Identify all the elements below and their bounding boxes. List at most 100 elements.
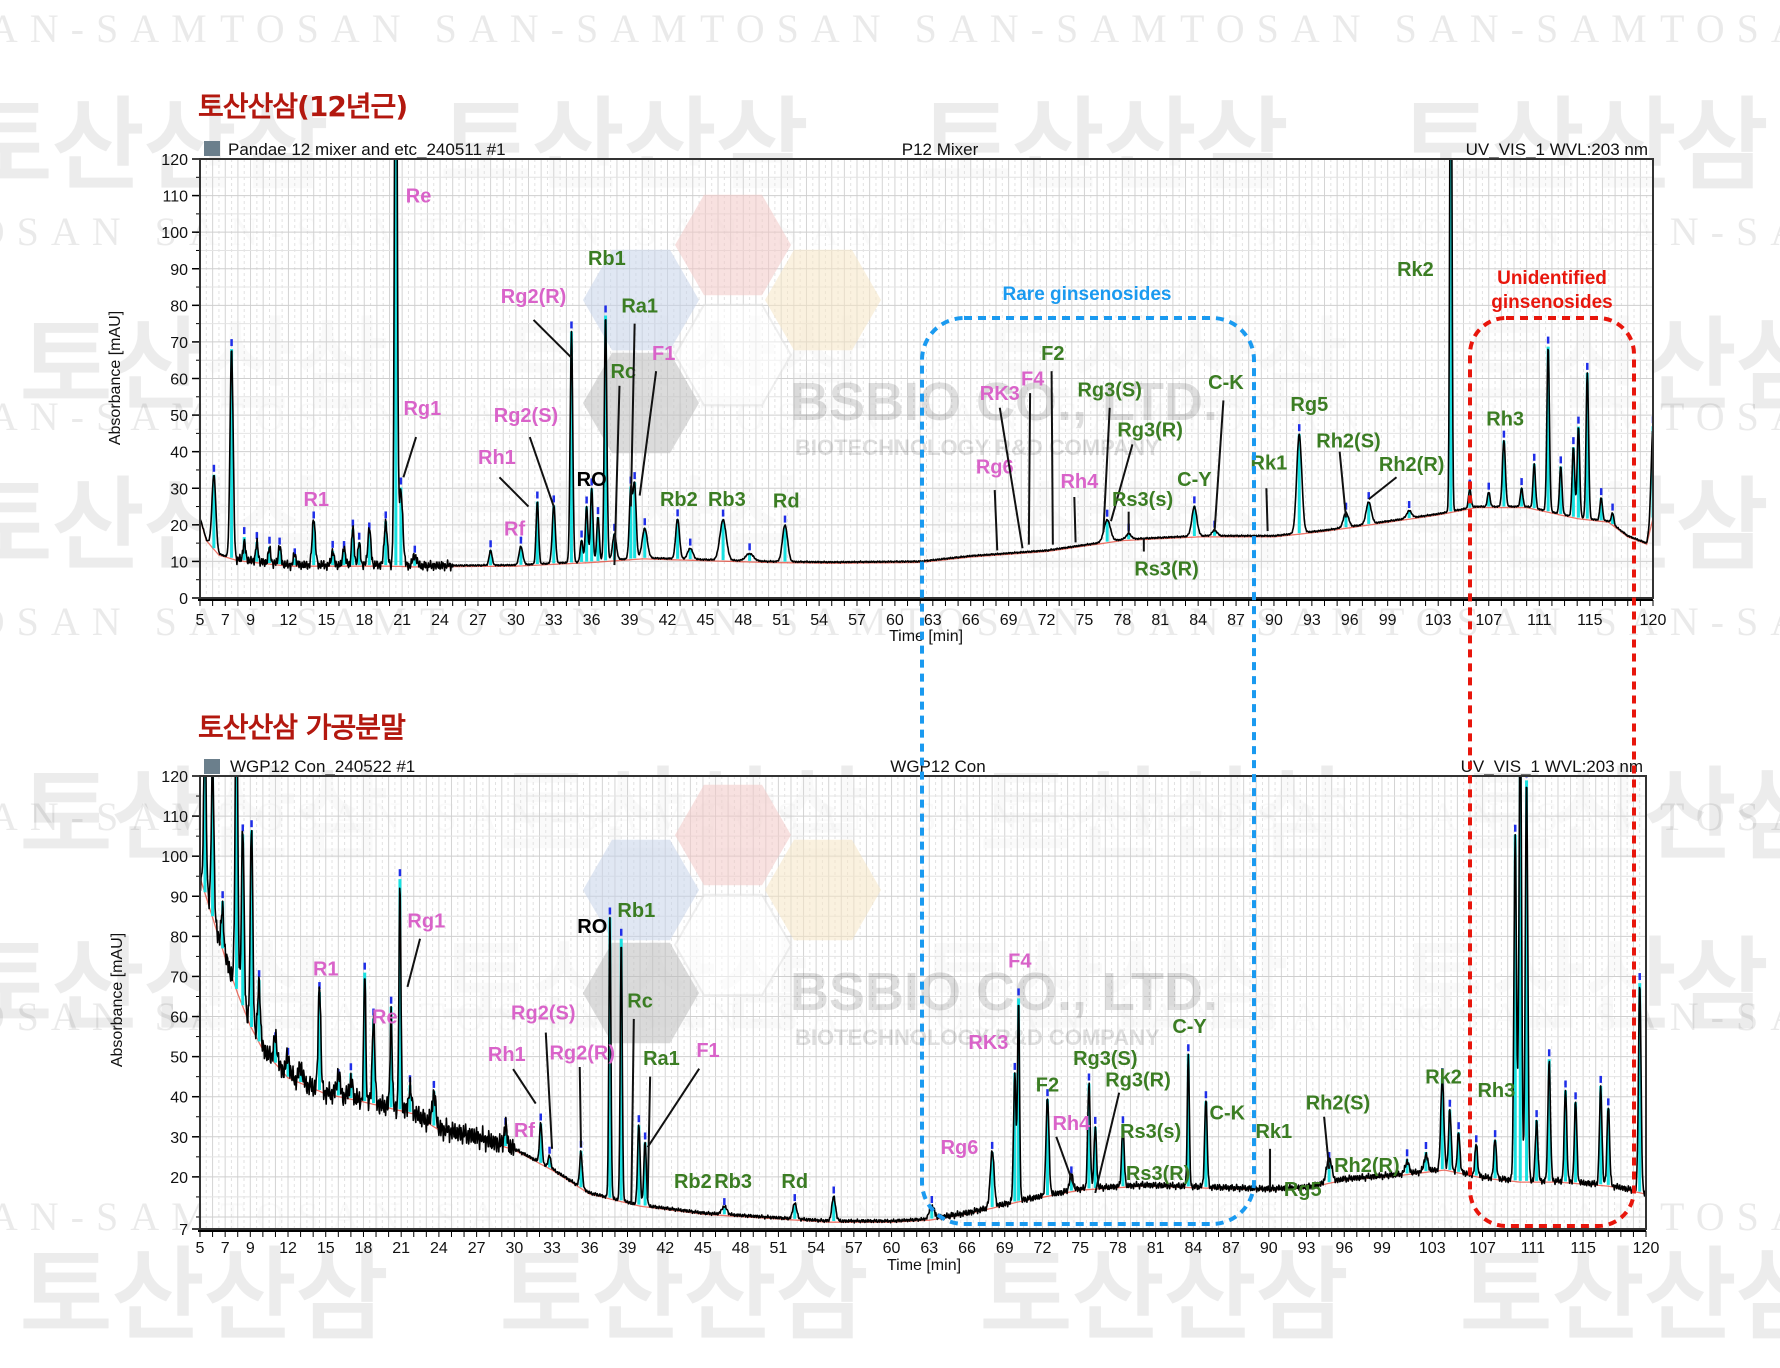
peak-label: Rd [773, 490, 800, 512]
y-tick-label: 60 [170, 1010, 188, 1027]
peak-label: Rh2(S) [1306, 1092, 1370, 1114]
x-tick-label: 81 [1147, 1240, 1165, 1257]
x-tick-label: 51 [772, 612, 790, 629]
logo-hexagon [583, 249, 699, 351]
y-tick-label: 80 [170, 298, 188, 315]
x-tick-label: 27 [468, 1240, 486, 1257]
x-tick-label: 36 [581, 1240, 599, 1257]
x-tick-label: 51 [770, 1240, 788, 1257]
y-tick-label: 90 [170, 262, 188, 279]
peak-label: Rs3(R) [1134, 559, 1198, 581]
x-tick-label: 7 [221, 1240, 230, 1257]
x-tick-label: 24 [430, 1240, 448, 1257]
help-icon[interactable] [204, 759, 220, 774]
x-tick-label: 54 [807, 1240, 825, 1257]
chromatogram-trace [200, 776, 1646, 1224]
x-tick-label: 48 [734, 612, 752, 629]
logo-hexagon [583, 352, 699, 454]
x-tick-label: 21 [393, 612, 411, 629]
x-tick-label: 60 [886, 612, 904, 629]
peak-leader-line [402, 436, 418, 478]
y-tick-label: 70 [170, 969, 188, 986]
x-axis-label: Time [min] [889, 628, 963, 645]
x-tick-label: 5 [196, 1240, 205, 1257]
x-tick-label: 96 [1341, 612, 1359, 629]
unidentified-ginsenosides-region: Unidentified ginsenosides [1468, 268, 1636, 1228]
chromatogram-top: Pandae 12 mixer and etc_240511 #1 P12 Mi… [107, 140, 1667, 645]
x-tick-label: 107 [1475, 612, 1502, 629]
y-tick-label: 50 [170, 1050, 188, 1067]
x-tick-label: 63 [924, 612, 942, 629]
x-tick-label: 27 [469, 612, 487, 629]
peak-leader-line [638, 371, 658, 496]
watermark-english: TOSAN SAN-SAM [1660, 6, 1780, 51]
peak-leader-line [1027, 393, 1032, 545]
logo-text: BSBIO CO., LTD. [790, 962, 1218, 1022]
watermark-english: TOSAN SAN-SAM [1380, 599, 1780, 644]
x-tick-label: 54 [810, 612, 828, 629]
peak-leader-line [998, 407, 1024, 549]
x-tick-label: 39 [619, 1240, 637, 1257]
y-axis-label: Absorbance [mAU] [107, 311, 124, 445]
x-tick-label: 42 [656, 1240, 674, 1257]
watermark-english: TOSAN SAN-SAM [0, 794, 219, 839]
peak-label: C-Y [1177, 469, 1212, 491]
peak-label: Ra1 [643, 1048, 680, 1070]
peak-label: Rh2(R) [1379, 454, 1445, 476]
help-icon[interactable] [204, 141, 220, 156]
peak-label: Rc [627, 990, 653, 1012]
header-left: WGP12 Con_240522 #1 [230, 757, 415, 776]
peak-label: Rk2 [1425, 1067, 1462, 1089]
peak-label: Rg3(S) [1073, 1048, 1137, 1070]
x-tick-label: 81 [1151, 612, 1169, 629]
plot-layer [200, 776, 1646, 1224]
x-tick-label: 93 [1303, 612, 1321, 629]
peak-label: F1 [652, 343, 675, 365]
header-left: Pandae 12 mixer and etc_240511 #1 [228, 140, 506, 159]
y-tick-label: 100 [161, 849, 188, 866]
peak-label: Rd [781, 1171, 808, 1193]
x-tick-label: 5 [196, 612, 205, 629]
x-tick-label: 99 [1379, 612, 1397, 629]
x-tick-label: 120 [1640, 612, 1667, 629]
x-tick-label: 69 [1000, 612, 1018, 629]
x-tick-label: 120 [1633, 1240, 1660, 1257]
peak-leader-line [1213, 400, 1225, 532]
peak-label: Rg6 [941, 1137, 979, 1159]
peak-label: Rg2(S) [511, 1003, 575, 1025]
x-tick-label: 18 [355, 1240, 373, 1257]
y-tick-label: 40 [170, 1090, 188, 1107]
y-tick-label: 110 [162, 809, 188, 826]
x-tick-label: 69 [996, 1240, 1014, 1257]
peak-label: Rg1 [403, 398, 441, 420]
x-tick-label: 78 [1109, 1240, 1127, 1257]
plot-layer [200, 159, 1653, 572]
logo-hexagon [673, 893, 793, 997]
x-tick-label: 12 [279, 1240, 297, 1257]
peak-leader-line [630, 1018, 635, 1205]
peak-label: Rh4 [1052, 1113, 1091, 1135]
unidentified-label-line1: Unidentified [1497, 268, 1607, 289]
watermark-english: TOSAN SAN-SAM [1660, 1194, 1780, 1239]
x-tick-label: 15 [317, 1240, 335, 1257]
x-tick-label: 66 [962, 612, 980, 629]
peak-label: Rh2(R) [1334, 1155, 1400, 1177]
peak-label: C-K [1210, 1103, 1246, 1125]
peak-leader-line [406, 938, 422, 988]
x-tick-label: 42 [659, 612, 677, 629]
x-tick-label: 36 [583, 612, 601, 629]
y-tick-label: 80 [170, 929, 188, 946]
peak-leader-line [629, 323, 636, 507]
y-tick-label: 90 [170, 889, 188, 906]
header-center: P12 Mixer [902, 140, 979, 159]
peak-leader-line [1338, 451, 1347, 518]
peak-label: C-Y [1172, 1016, 1207, 1038]
logo-subtext: BIOTECHNOLOGY R&D COMPANY [795, 435, 1160, 460]
peak-label: Rg2(R) [501, 286, 567, 308]
x-tick-label: 21 [392, 1240, 410, 1257]
peak-leader-line [1110, 444, 1134, 522]
peak-label: RK3 [968, 1032, 1008, 1054]
y-tick-label: 7 [179, 1222, 188, 1239]
watermark-korean: 토산산삼 [980, 1237, 1348, 1354]
x-tick-label: 57 [845, 1240, 863, 1257]
